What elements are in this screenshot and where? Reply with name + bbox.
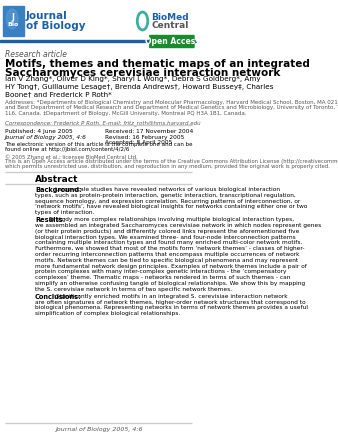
Text: sequence homology, and expression correlation. Recurring patterns of interconnec: sequence homology, and expression correl… — [35, 198, 300, 204]
Text: biological interaction types. We examined three- and four-node interconnection p: biological interaction types. We examine… — [35, 235, 296, 239]
Text: Accepted: 8 April 2005: Accepted: 8 April 2005 — [105, 140, 172, 145]
Bar — [0, 39, 197, 42]
Text: BioMed: BioMed — [151, 14, 189, 22]
Text: the S. cerevisiae network in terms of two specific network themes.: the S. cerevisiae network in terms of tw… — [35, 287, 232, 292]
Text: Ian V Zhang*, Oliver D King*, Sharyl L Wong*, Debra S Goldberg*, Amy: Ian V Zhang*, Oliver D King*, Sharyl L W… — [5, 76, 260, 82]
Text: which permits unrestricted use, distribution, and reproduction in any medium, pr: which permits unrestricted use, distribu… — [5, 164, 330, 170]
Text: To study more complex relationships involving multiple biological interaction ty: To study more complex relationships invo… — [48, 217, 294, 222]
Text: Central: Central — [151, 21, 189, 31]
Text: ‘network motifs’, have revealed biological insights for networks containing eith: ‘network motifs’, have revealed biologic… — [35, 205, 307, 209]
Text: types, such as protein-protein interaction, genetic interaction, transcriptional: types, such as protein-protein interacti… — [35, 193, 296, 198]
Text: Correspondence: Frederick P Roth. E-mail: fritz_roth@hms.harvard.edu: Correspondence: Frederick P Roth. E-mail… — [5, 120, 200, 126]
Text: simplification of complex biological relationships.: simplification of complex biological rel… — [35, 311, 180, 316]
Text: complexes’ theme. Thematic maps - networks rendered in terms of such themes - ca: complexes’ theme. Thematic maps - networ… — [35, 275, 290, 280]
Text: Significantly enriched motifs in an integrated S. cerevisiae interaction network: Significantly enriched motifs in an inte… — [56, 294, 288, 299]
Text: Open Access: Open Access — [145, 37, 199, 46]
Text: Research article: Research article — [5, 50, 67, 59]
Text: and Best Department of Medical Research and Department of Medical Genetics and M: and Best Department of Medical Research … — [5, 105, 338, 111]
Text: types of interaction.: types of interaction. — [35, 210, 94, 215]
Text: Furthermore, we showed that most of the motifs form ‘network themes’ - classes o: Furthermore, we showed that most of the … — [35, 246, 305, 251]
Text: Conclusions:: Conclusions: — [35, 294, 82, 300]
Text: Journal of Biology 2005, 4:6: Journal of Biology 2005, 4:6 — [5, 135, 87, 139]
Text: biological phenomena. Representing networks in terms of network themes provides : biological phenomena. Representing netwo… — [35, 305, 308, 310]
Text: more fundamental network design principles. Examples of network themes include a: more fundamental network design principl… — [35, 264, 307, 269]
Text: Background:: Background: — [35, 187, 82, 193]
Text: Saccharomyces cerevisiae interaction network: Saccharomyces cerevisiae interaction net… — [5, 68, 280, 78]
Circle shape — [6, 9, 18, 29]
Text: Results:: Results: — [35, 217, 65, 223]
Text: motifs. Network themes can be tied to specific biological phenomena and may repr: motifs. Network themes can be tied to sp… — [35, 258, 298, 263]
Text: The electronic version of this article is the complete one and can be: The electronic version of this article i… — [5, 142, 192, 147]
Text: This is an Open Access article distributed under the terms of the Creative Commo: This is an Open Access article distribut… — [5, 159, 338, 164]
Text: are often signatures of network themes, higher-order network structures that cor: are often signatures of network themes, … — [35, 300, 306, 305]
Text: HY Tong†, Guillaume Lesage†, Brenda Andrews†, Howard Bussey‡, Charles: HY Tong†, Guillaume Lesage†, Brenda Andr… — [5, 83, 273, 90]
Text: Boone† and Frederick P Roth*: Boone† and Frederick P Roth* — [5, 91, 112, 97]
Text: J: J — [12, 14, 15, 22]
Text: protein complexes with many inter-complex genetic interactions - the ‘compensato: protein complexes with many inter-comple… — [35, 269, 286, 274]
Bar — [5, 171, 192, 172]
Text: Addresses: *Departments of Biological Chemistry and Molecular Pharmacology, Harv: Addresses: *Departments of Biological Ch… — [5, 100, 338, 105]
Text: Motifs, themes and thematic maps of an integrated: Motifs, themes and thematic maps of an i… — [5, 59, 310, 69]
Text: 1L6, Canada. ‡Department of Biology, McGill University, Montreal PQ H3A 1B1, Can: 1L6, Canada. ‡Department of Biology, McG… — [5, 111, 246, 116]
Text: we assembled an integrated Saccharomyces cerevisiae network in which nodes repre: we assembled an integrated Saccharomyces… — [35, 223, 321, 228]
Text: order recurring interconnection patterns that encompass multiple occurrences of : order recurring interconnection patterns… — [35, 252, 299, 257]
Text: Published: 4 June 2005: Published: 4 June 2005 — [5, 129, 72, 134]
Text: Journal of Biology 2005, 4:6: Journal of Biology 2005, 4:6 — [54, 427, 142, 432]
Text: containing multiple interaction types and found many enriched multi-color networ: containing multiple interaction types an… — [35, 240, 302, 246]
Text: of Biology: of Biology — [26, 21, 85, 31]
FancyBboxPatch shape — [150, 35, 194, 48]
Text: found online at http://jbiol.com/content/4/2/6: found online at http://jbiol.com/content… — [5, 148, 129, 153]
Text: Journal: Journal — [26, 11, 67, 21]
Text: Revised: 16 February 2005: Revised: 16 February 2005 — [105, 135, 184, 139]
Text: Received: 17 November 2004: Received: 17 November 2004 — [105, 129, 193, 134]
Text: Abstract: Abstract — [35, 175, 78, 184]
Text: © 2005 Zhang et al.; licensee BioMed Central Ltd.: © 2005 Zhang et al.; licensee BioMed Cen… — [5, 154, 138, 160]
Text: Large-scale studies have revealed networks of various biological interaction: Large-scale studies have revealed networ… — [55, 187, 280, 192]
Text: Bio: Bio — [8, 22, 19, 28]
Text: (or their protein products) and differently colored links represent the aforemen: (or their protein products) and differen… — [35, 229, 299, 234]
Text: simplify an otherwise confusing tangle of biological relationships. We show this: simplify an otherwise confusing tangle o… — [35, 281, 305, 286]
Bar — [3, 6, 24, 36]
